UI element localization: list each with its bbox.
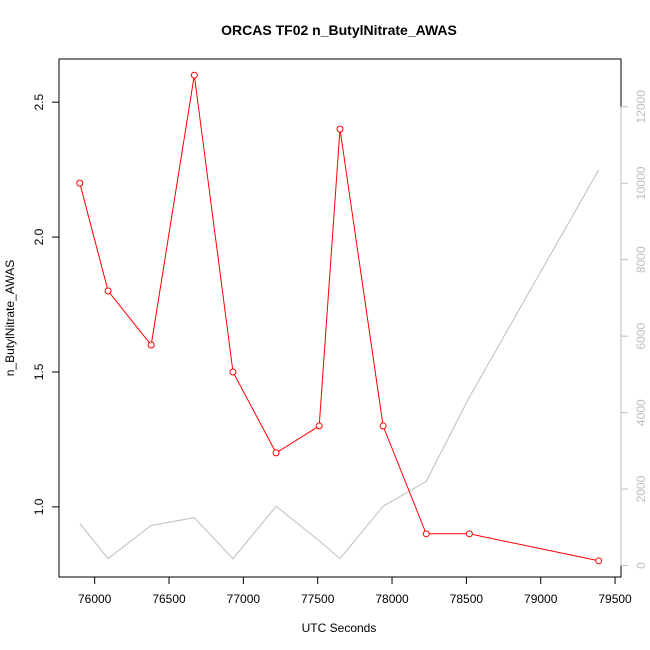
data-point: [336, 125, 344, 133]
x-axis: 76000 76500 77000 77500 78000 78500 79000 79500: [78, 576, 632, 606]
x-tick-label: 77500: [301, 592, 335, 606]
y2-tick-label: 12000: [634, 90, 648, 124]
x-tick-label: 77000: [227, 592, 261, 606]
x-tick-label: 76000: [78, 592, 112, 606]
x-tick-label: 79500: [598, 592, 632, 606]
y2-tick-label: 2000: [634, 475, 648, 502]
y2-tick-label: 10000: [634, 166, 648, 200]
data-point: [465, 530, 473, 538]
y2-tick-label: 6000: [634, 322, 648, 349]
data-point: [422, 530, 430, 538]
y-axis-label: n_ButylNitrate_AWAS: [3, 260, 17, 377]
y-tick-label: 1.0: [32, 498, 46, 515]
x-tick-label: 78500: [450, 592, 484, 606]
data-point: [76, 179, 84, 187]
y-axis-right: 0 2000 4000 6000 8000 10000 12000: [620, 90, 648, 569]
data-point: [272, 449, 280, 457]
data-point: [104, 287, 112, 295]
x-tick-label: 79000: [524, 592, 558, 606]
data-point: [315, 422, 323, 430]
y2-tick-label: 0: [634, 562, 648, 569]
data-point: [190, 71, 198, 79]
series-right-line: [79, 169, 600, 560]
x-tick-label: 76500: [152, 592, 186, 606]
series-layer: [76, 71, 603, 565]
data-point: [229, 368, 237, 376]
plot-frame: [58, 58, 622, 578]
y2-tick-label: 4000: [634, 399, 648, 426]
data-point: [147, 341, 155, 349]
y-tick-label: 2.0: [32, 228, 46, 245]
y-axis-left: 1.0 1.5 2.0 2.5: [32, 94, 60, 515]
y-tick-label: 2.5: [32, 94, 46, 111]
data-point: [595, 557, 603, 565]
x-axis-label: UTC Seconds: [302, 621, 377, 635]
chart-title: ORCAS TF02 n_ButylNitrate_AWAS: [221, 22, 457, 38]
data-point: [379, 422, 387, 430]
x-tick-label: 78000: [375, 592, 409, 606]
y-tick-label: 1.5: [32, 363, 46, 380]
y2-tick-label: 8000: [634, 246, 648, 273]
series-left-line: [79, 75, 599, 562]
